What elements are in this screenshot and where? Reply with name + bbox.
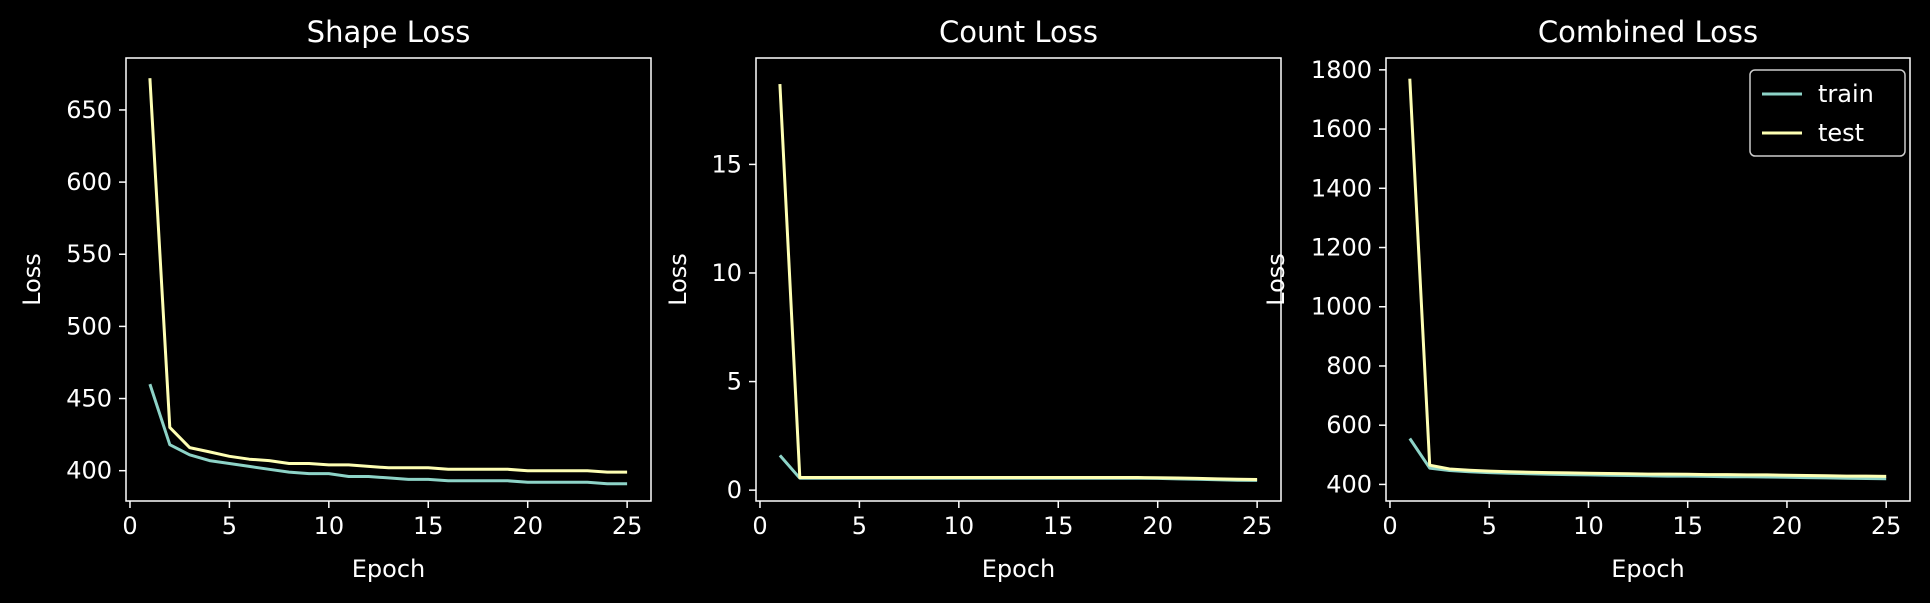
series-line-test: [1408, 78, 1887, 478]
x-tick-label: 10: [1573, 512, 1604, 540]
plot-frame: [125, 57, 652, 502]
legend-label-test: test: [1818, 119, 1864, 147]
y-tick-label: 400: [1326, 470, 1372, 498]
x-tick-label: 0: [1382, 512, 1397, 540]
series-line-train: [148, 383, 628, 486]
y-tick-label: 1000: [1311, 293, 1372, 321]
shape-loss-chart: Shape Loss 0 5 10 15 20 25 400 450 500 550 600 650 Ep…: [18, 15, 652, 583]
y-tick-label: 15: [711, 150, 742, 178]
x-tick-label: 10: [944, 512, 975, 540]
y-tick-label: 1600: [1311, 115, 1372, 143]
y-tick-label: 800: [1326, 352, 1372, 380]
x-tick-label: 10: [314, 512, 345, 540]
y-tick-label: 0: [727, 476, 742, 504]
y-tick-label: 1800: [1311, 56, 1372, 84]
x-axis-label: Epoch: [352, 555, 426, 583]
y-tick-label: 400: [66, 457, 112, 485]
y-tick-label: 550: [66, 240, 112, 268]
y-tick-label: 10: [711, 259, 742, 287]
y-tick-label: 600: [66, 168, 112, 196]
x-tick-label: 25: [1871, 512, 1902, 540]
y-tick-label: 1400: [1311, 174, 1372, 202]
y-tick-label: 600: [1326, 411, 1372, 439]
x-tick-label: 15: [1672, 512, 1703, 540]
x-tick-label: 15: [413, 512, 444, 540]
x-tick-label: 25: [612, 512, 643, 540]
count-loss-chart: Count Loss 0 5 10 15 20 25 0 5 10 15 Epoch Loss: [664, 15, 1282, 583]
y-tick-label: 450: [66, 385, 112, 413]
x-tick-label: 0: [752, 512, 767, 540]
x-axis-label: Epoch: [982, 555, 1056, 583]
x-tick-label: 25: [1242, 512, 1273, 540]
series-line-test: [148, 78, 628, 474]
y-tick-label: 1200: [1311, 234, 1372, 262]
x-tick-label: 5: [852, 512, 867, 540]
y-axis-label: Loss: [1262, 253, 1290, 306]
x-tick-label: 20: [512, 512, 543, 540]
y-tick-label: 650: [66, 96, 112, 124]
x-tick-label: 20: [1142, 512, 1173, 540]
y-tick-label: 500: [66, 312, 112, 340]
y-axis-label: Loss: [18, 253, 46, 306]
legend: train test: [1749, 69, 1906, 157]
y-tick-label: 5: [727, 368, 742, 396]
chart-title: Count Loss: [939, 15, 1098, 49]
legend-label-train: train: [1818, 80, 1874, 108]
x-tick-label: 0: [122, 512, 137, 540]
chart-title: Combined Loss: [1538, 15, 1758, 49]
chart-title: Shape Loss: [307, 15, 471, 49]
series-line-test: [778, 84, 1258, 481]
plot-frame: [1385, 57, 1911, 502]
x-tick-label: 5: [1482, 512, 1497, 540]
x-tick-label: 20: [1772, 512, 1803, 540]
x-axis-label: Epoch: [1611, 555, 1685, 583]
x-tick-label: 15: [1043, 512, 1074, 540]
plot-frame: [755, 57, 1282, 502]
combined-loss-chart: Combined Loss 0 5 10 15 20 25 400 600 800 1000 1200…: [1262, 15, 1911, 583]
y-axis-label: Loss: [664, 253, 692, 306]
x-tick-label: 5: [222, 512, 237, 540]
